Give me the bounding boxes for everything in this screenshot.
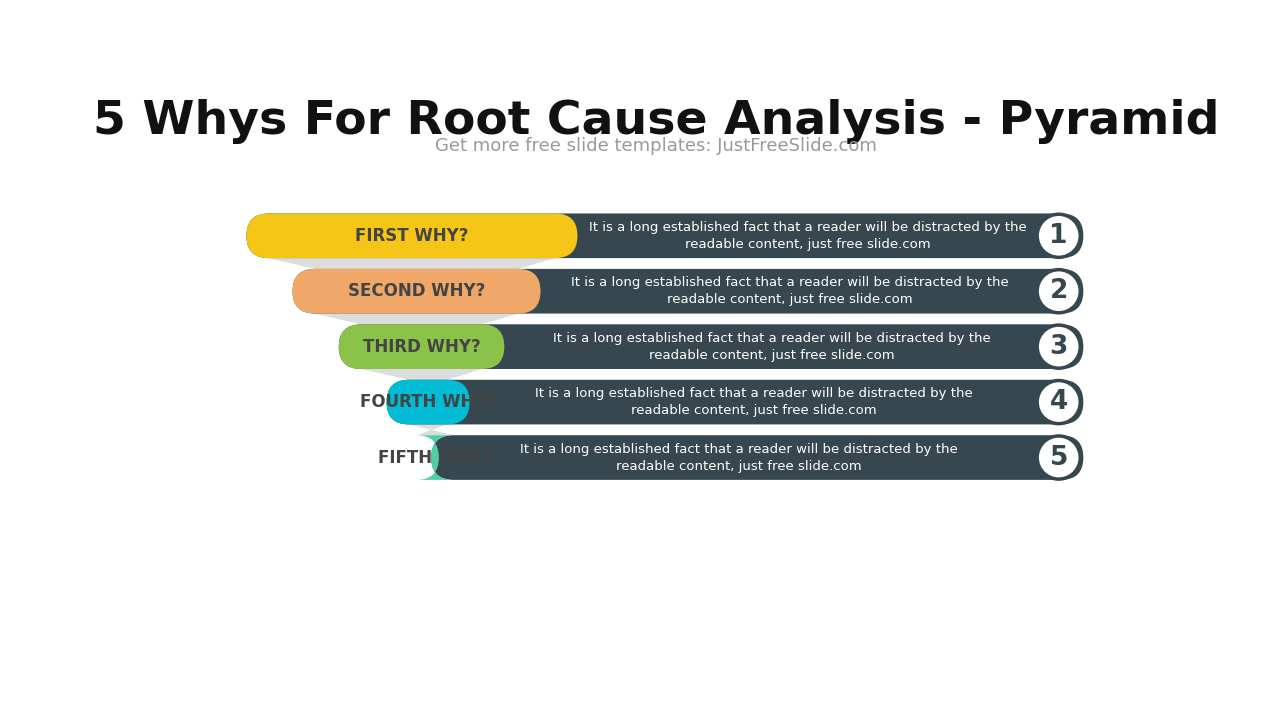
FancyBboxPatch shape (431, 435, 1083, 480)
FancyBboxPatch shape (246, 213, 1083, 258)
FancyBboxPatch shape (246, 213, 577, 258)
FancyBboxPatch shape (293, 269, 1083, 313)
Polygon shape (315, 313, 518, 324)
Text: It is a long established fact that a reader will be distracted by the
readable c: It is a long established fact that a rea… (520, 443, 957, 472)
Polygon shape (269, 258, 556, 269)
Text: Get more free slide templates: JustFreeSlide.com: Get more free slide templates: JustFreeS… (435, 137, 877, 155)
FancyBboxPatch shape (293, 269, 540, 313)
Text: 3: 3 (1050, 333, 1068, 360)
Circle shape (1037, 381, 1080, 423)
Text: 4: 4 (1050, 389, 1068, 415)
Text: It is a long established fact that a reader will be distracted by the
readable c: It is a long established fact that a rea… (589, 221, 1027, 251)
Circle shape (1037, 325, 1080, 368)
Circle shape (1037, 270, 1080, 312)
FancyBboxPatch shape (339, 324, 504, 369)
Circle shape (1037, 215, 1080, 257)
Text: FIRST WHY?: FIRST WHY? (355, 227, 468, 245)
Text: 5: 5 (1050, 444, 1068, 471)
Text: It is a long established fact that a reader will be distracted by the
readable c: It is a long established fact that a rea… (535, 387, 973, 417)
Text: It is a long established fact that a reader will be distracted by the
readable c: It is a long established fact that a rea… (571, 276, 1009, 306)
Text: FOURTH WHY?: FOURTH WHY? (360, 393, 497, 411)
Polygon shape (361, 369, 483, 379)
Text: FIFTH WHY?: FIFTH WHY? (378, 449, 492, 467)
Text: 1: 1 (1050, 222, 1068, 249)
Circle shape (1037, 436, 1080, 479)
Polygon shape (408, 424, 453, 435)
FancyBboxPatch shape (416, 435, 453, 480)
Text: 2: 2 (1050, 278, 1068, 305)
FancyBboxPatch shape (387, 379, 1083, 424)
Text: SECOND WHY?: SECOND WHY? (348, 282, 485, 300)
FancyBboxPatch shape (339, 324, 1083, 369)
Text: THIRD WHY?: THIRD WHY? (362, 338, 480, 356)
Text: It is a long established fact that a reader will be distracted by the
readable c: It is a long established fact that a rea… (553, 332, 991, 361)
Text: 5 Whys For Root Cause Analysis - Pyramid: 5 Whys For Root Cause Analysis - Pyramid (92, 99, 1220, 143)
FancyBboxPatch shape (387, 379, 470, 424)
